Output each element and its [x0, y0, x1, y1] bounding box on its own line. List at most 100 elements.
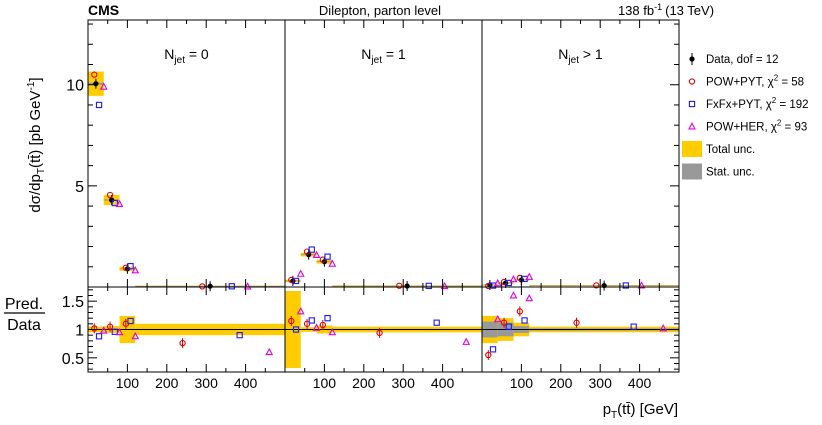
fxfx-point-top-p0-b0: [95, 101, 103, 109]
legend-label-total: Total unc.: [706, 144, 755, 156]
powher-point-top-p0-b0: [99, 82, 108, 90]
y-tick-label-top-5: 5: [75, 179, 84, 196]
fxfx-point-ratio-p0-b2: [127, 317, 134, 325]
lumi-label: 138 fb-1 (13 TeV): [618, 2, 714, 18]
lumi-exponent: -1: [654, 2, 662, 12]
fxfx-point-ratio-p2-b2: [521, 317, 528, 324]
legend-label-fxfx: FxFx+PYT, χ2 = 192: [706, 96, 809, 111]
y-axis-title-bottom-data: Data: [7, 317, 41, 334]
powpyt-point-ratio-p1-b3: [376, 329, 383, 337]
powher-point-top-p1-b1: [312, 250, 321, 258]
powher-point-ratio-p1-b0: [296, 307, 305, 315]
fxfx-point-top-p0-b3: [228, 283, 235, 290]
fxfx-point-ratio-p2-b1: [505, 323, 512, 330]
powpyt-point-ratio-p0-b0: [91, 325, 98, 332]
powher-point-ratio-p0-b2: [131, 331, 140, 340]
powher-point-ratio-p2-b3: [659, 324, 668, 332]
powpyt-point-top-p0-b1: [106, 191, 114, 199]
powher-point-ratio-p1-b1: [312, 323, 321, 331]
fxfx-point-top-p2-b3: [622, 282, 629, 289]
fxfx-point-ratio-p1-b1: [308, 317, 315, 324]
panel-label-p0: Njet = 0: [164, 46, 209, 66]
fxfx-point-top-p0-b2: [127, 263, 134, 270]
powpyt-point-ratio-p0-b3: [179, 339, 186, 347]
powpyt-point-ratio-p2-b0: [485, 351, 492, 359]
fxfx-point-ratio-p1-b0: [292, 326, 300, 333]
data-point-p1-b1: [306, 252, 312, 258]
legend-marker-powher: [688, 122, 696, 130]
lumi-value: 138 fb: [618, 3, 654, 18]
legend-item-fxfx: FxFx+PYT, χ2 = 192: [688, 96, 809, 111]
y-tick-label-ratio-1.5: 1.5: [62, 294, 84, 311]
fxfx-point-ratio-p0-b0: [95, 333, 103, 340]
powpyt-point-ratio-p1-b1: [303, 320, 311, 327]
powpyt-point-ratio-p2-b2: [516, 308, 523, 315]
y-tick-label-ratio-0.5: 0.5: [62, 351, 84, 368]
x-tick-label-p1-200: 200: [352, 375, 376, 391]
powher-point-top-p2-b1: [509, 274, 518, 283]
x-axis-title: pT(tt̄) [GeV]: [603, 401, 678, 421]
y-axis-title-top: dσ/dpT(tt̄) [pb GeV-1]: [26, 77, 47, 212]
data-point-p0-b0: [93, 81, 99, 87]
legend-label-powher: POW+HER, χ2 = 93: [706, 119, 807, 134]
x-tick-label-p1-400: 400: [431, 375, 455, 391]
legend-label-stat: Stat. unc.: [706, 167, 755, 179]
powpyt-point-ratio-p0-b1: [106, 323, 114, 330]
powher-point-top-p1-b2: [328, 259, 337, 267]
lumi-energy: (13 TeV): [665, 3, 714, 18]
legend-marker-powpyt: [688, 78, 696, 85]
x-tick-label-p0-400: 400: [234, 375, 258, 391]
legend-marker-fxfx: [688, 100, 696, 108]
powher-point-ratio-p2-b0: [493, 314, 502, 323]
legend-item-stat: Stat. unc.: [682, 163, 755, 180]
y-tick-label-ratio-1: 1: [75, 323, 84, 340]
powpyt-point-ratio-p2-b1: [500, 319, 508, 326]
powpyt-point-top-p2-b3: [593, 282, 600, 289]
powher-point-top-p0-b1: [115, 199, 124, 208]
x-tick-label-p2-100: 100: [510, 375, 534, 391]
y-tick-label-top-10: 10: [66, 78, 84, 95]
fxfx-point-top-p2-b1: [505, 279, 512, 287]
powher-point-ratio-p0-b1: [115, 327, 124, 336]
legend-label-powpyt: POW+PYT, χ2 = 58: [706, 74, 804, 89]
chart-title: Dilepton, parton level: [319, 3, 441, 18]
fxfx-point-ratio-p0-b1: [111, 328, 118, 335]
fxfx-point-top-p1-b2: [324, 253, 331, 260]
powher-point-ratio-p0-b3: [265, 347, 274, 356]
fxfx-point-ratio-p0-b3: [236, 332, 243, 339]
legend-item-powpyt: POW+PYT, χ2 = 58: [688, 74, 804, 89]
fxfx-point-top-p1-b3: [425, 282, 432, 290]
powher-point-top-p2-b0: [493, 278, 502, 287]
powpyt-point-top-p0-b3: [199, 283, 206, 290]
x-tick-label-p0-200: 200: [155, 375, 179, 391]
powpyt-point-top-p1-b3: [396, 282, 403, 289]
y-axis-title-bottom-pred: Pred.: [5, 296, 43, 313]
legend-item-powher: POW+HER, χ2 = 93: [688, 119, 807, 134]
powpyt-point-ratio-p1-b0: [288, 317, 295, 325]
fxfx-point-top-p1-b0: [292, 277, 300, 285]
x-tick-label-p2-300: 300: [589, 375, 613, 391]
x-tick-label-p0-300: 300: [195, 375, 219, 391]
legend-swatch-stat: [682, 163, 702, 180]
data-point-p0-b1: [109, 197, 115, 203]
data-point-p1-b3: [404, 283, 410, 289]
fxfx-point-ratio-p2-b0: [489, 346, 497, 353]
fxfx-point-ratio-p1-b2: [324, 315, 331, 322]
powher-point-ratio-p2-b2: [525, 293, 534, 302]
powpyt-point-ratio-p1-b2: [319, 321, 326, 329]
fxfx-point-ratio-p1-b3: [433, 319, 440, 326]
legend-label-data: Data, dof = 12: [706, 54, 779, 66]
powpyt-point-top-p0-b0: [91, 71, 98, 78]
powher-point-ratio-p0-b0: [99, 326, 108, 334]
fxfx-point-top-p0-b1: [111, 199, 118, 207]
powher-point-top-p0-b2: [131, 266, 140, 274]
legend-item-total: Total unc.: [682, 141, 755, 157]
fxfx-point-ratio-p2-b3: [630, 323, 637, 330]
legend-marker-data: [689, 56, 695, 62]
powher-point-top-p1-b0: [296, 269, 305, 277]
panel-label-p1: Njet = 1: [361, 46, 406, 66]
powher-point-top-p2-b2: [525, 272, 534, 280]
legend-swatch-total: [682, 141, 702, 157]
legend-item-data: Data, dof = 12: [689, 53, 779, 66]
